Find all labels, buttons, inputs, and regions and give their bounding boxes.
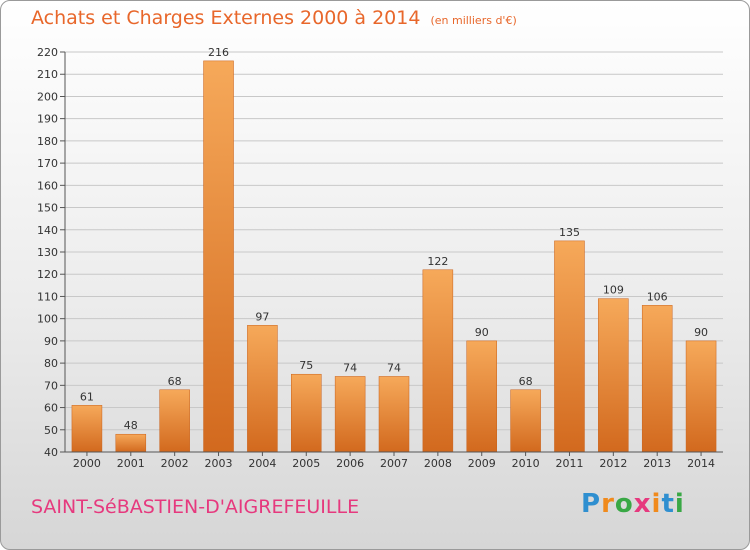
chart-title: Achats et Charges Externes 2000 à 2014: [31, 7, 421, 29]
y-tick-label: 50: [44, 424, 58, 437]
y-tick-label: 130: [37, 246, 58, 259]
logo-letter: P: [581, 489, 602, 519]
y-tick-label: 120: [37, 268, 58, 281]
bars: 61 48 68 216 97 75 74 74 122 90 68 135 109 106 90: [71, 46, 717, 453]
bar: [159, 389, 190, 453]
bar: [466, 340, 497, 453]
bar: [685, 340, 717, 453]
bar: [554, 240, 585, 453]
bar: [598, 298, 629, 453]
y-tick-label: 170: [37, 157, 58, 170]
y-tick-label: 210: [37, 68, 58, 81]
x-tick-label: 2009: [468, 457, 496, 470]
bar-value-label: 90: [694, 326, 708, 339]
y-tick-label: 60: [44, 402, 58, 415]
y-tick-label: 100: [37, 313, 58, 326]
logo-letter: t: [661, 489, 675, 519]
proxiti-logo: Proxiti: [581, 489, 685, 519]
bar-value-label: 90: [475, 326, 489, 339]
bar-value-label: 48: [124, 419, 138, 432]
bar-value-label: 61: [80, 390, 94, 403]
y-tick-label: 150: [37, 202, 58, 215]
bar-value-label: 75: [299, 359, 313, 372]
x-tick-label: 2005: [292, 457, 320, 470]
bar: [291, 373, 322, 453]
bar: [203, 60, 234, 453]
bar-value-label: 74: [343, 361, 357, 374]
bar-value-label: 122: [427, 255, 448, 268]
y-tick-label: 160: [37, 179, 58, 192]
chart-subtitle: (en milliers d'€): [430, 14, 517, 27]
bar-value-label: 106: [647, 290, 668, 303]
x-tick-label: 2006: [336, 457, 364, 470]
y-tick-label: 110: [37, 290, 58, 303]
x-tick-label: 2002: [161, 457, 189, 470]
bar: [641, 305, 673, 453]
x-tick-label: 2008: [424, 457, 452, 470]
y-tick-label: 220: [37, 46, 58, 59]
logo-letter: x: [633, 489, 652, 519]
bar: [378, 376, 410, 453]
x-tick-label: 2001: [117, 457, 145, 470]
bar: [71, 405, 103, 453]
bar-value-label: 216: [208, 46, 229, 59]
bar: [510, 389, 541, 453]
commune-name: SAINT-SéBASTIEN-D'AIGREFEUILLE: [31, 496, 360, 518]
x-tick-label: 2004: [248, 457, 276, 470]
x-tick-label: 2010: [512, 457, 540, 470]
bar-value-label: 74: [387, 361, 401, 374]
bar-value-label: 97: [255, 310, 269, 323]
bar: [247, 325, 278, 453]
x-tick-label: 2011: [555, 457, 583, 470]
y-tick-label: 90: [44, 335, 58, 348]
bar: [334, 376, 366, 453]
bar-value-label: 68: [168, 375, 182, 388]
logo-letter: r: [601, 489, 615, 519]
x-tick-label: 2003: [205, 457, 233, 470]
x-tick-label: 2000: [73, 457, 101, 470]
logo-letter: i: [651, 489, 662, 519]
bar: [115, 433, 147, 453]
x-tick-label: 2007: [380, 457, 408, 470]
y-tick-label: 190: [37, 113, 58, 126]
logo-letter: o: [614, 489, 634, 519]
bar-value-label: 135: [559, 226, 580, 239]
x-tick-label: 2014: [687, 457, 715, 470]
bar: [422, 269, 454, 453]
logo-letter: i: [674, 489, 685, 519]
y-tick-label: 180: [37, 135, 58, 148]
y-tick-label: 80: [44, 357, 58, 370]
x-tick-label: 2012: [599, 457, 627, 470]
bar-value-label: 109: [603, 284, 624, 297]
axes: 40 50 60 70 80 90 100 110 120 130 140 150 160 170 180 1…: [37, 46, 723, 470]
y-tick-label: 70: [44, 379, 58, 392]
y-tick-label: 40: [44, 446, 58, 459]
y-tick-label: 140: [37, 224, 58, 237]
chart-title-line: Achats et Charges Externes 2000 à 2014 (e…: [31, 7, 517, 29]
y-tick-label: 200: [37, 90, 58, 103]
x-tick-label: 2013: [643, 457, 671, 470]
bar-value-label: 68: [519, 375, 533, 388]
